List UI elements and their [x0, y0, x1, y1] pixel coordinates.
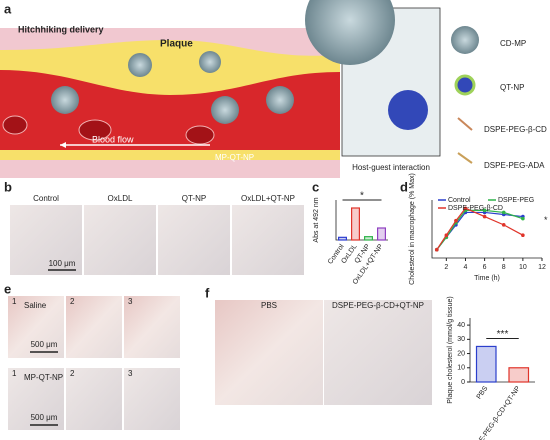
- panel-letter: b: [4, 179, 12, 194]
- image-number: 1: [12, 297, 17, 306]
- caption: Host-guest interaction: [352, 163, 430, 172]
- point: [454, 218, 458, 223]
- point: [501, 223, 506, 227]
- label: Plaque: [160, 39, 193, 50]
- scale-bar-label: 500 μm: [31, 413, 58, 422]
- legend-icons: [451, 26, 479, 164]
- y-axis-label: Abs at 492 nm: [313, 197, 320, 242]
- y-axis-label: Plaque cholesterol (mmol/g tissue): [447, 296, 454, 403]
- legend-label: DSPE-PEG-ADA: [484, 161, 545, 170]
- legend-label: CD-MP: [500, 39, 526, 48]
- legend-label: DSPE-PEG-β-CD: [484, 125, 547, 134]
- point: [521, 233, 525, 238]
- image-number: 2: [70, 369, 75, 378]
- x-tick-label: 6: [483, 264, 487, 271]
- y-tick-label: 40: [457, 322, 465, 329]
- panel-letter: c: [312, 179, 319, 194]
- point: [501, 210, 506, 215]
- panel-letter: e: [4, 281, 11, 296]
- image-number: 1: [12, 369, 17, 378]
- panel-letter: a: [4, 1, 12, 16]
- x-tick-label: PBS: [476, 385, 490, 401]
- y-tick-label: 0: [461, 379, 465, 386]
- panel-title: Hitchhiking delivery: [18, 24, 104, 34]
- x-tick-label: 4: [464, 264, 468, 271]
- histology-grid: [8, 296, 180, 430]
- legend-label: Control: [448, 197, 471, 204]
- y-tick-label: 20: [457, 350, 465, 357]
- legend-label: QT-NP: [500, 83, 524, 92]
- x-tick-label: 2: [444, 264, 448, 271]
- column-label: OxLDL+QT-NP: [241, 194, 295, 203]
- bar: [475, 345, 497, 383]
- point: [521, 216, 525, 221]
- y-axis-label: Cholesterol in macrophage (% Max): [409, 173, 416, 285]
- annotation: *: [360, 191, 364, 202]
- x-tick-label: 12: [538, 264, 546, 271]
- image-number: 2: [70, 297, 75, 306]
- panel-letter: d: [400, 179, 408, 194]
- column-label: DSPE-PEG-β-CD+QT-NP: [332, 301, 424, 310]
- histology-pair: [215, 300, 432, 405]
- point: [463, 206, 468, 211]
- y-tick-label: 10: [457, 365, 465, 372]
- point: [482, 214, 487, 219]
- point: [482, 208, 487, 213]
- row-label: MP-QT-NP: [24, 373, 63, 382]
- column-label: Control: [33, 194, 59, 203]
- column-label: QT-NP: [182, 194, 206, 203]
- micrograph-row: [10, 205, 304, 275]
- point: [434, 247, 439, 252]
- x-axis-label: Time (h): [474, 275, 500, 282]
- column-label: PBS: [261, 301, 277, 310]
- panel-letter: f: [205, 285, 210, 300]
- label: Blood flow: [92, 134, 134, 144]
- annotation: ***: [497, 329, 509, 340]
- bar: [377, 227, 387, 241]
- bar: [351, 207, 361, 241]
- y-tick-label: 30: [457, 336, 465, 343]
- image-number: 3: [128, 297, 133, 306]
- row-label: Saline: [24, 301, 47, 310]
- legend-label: DSPE-PEG-β-CD: [448, 205, 503, 212]
- vessel-schematic: [0, 0, 441, 178]
- bar: [364, 236, 374, 241]
- annotation: *: [544, 215, 548, 225]
- x-tick-label: 8: [502, 264, 506, 271]
- scale-bar-label: 100 μm: [49, 259, 76, 268]
- axis: [431, 200, 542, 259]
- point: [444, 233, 449, 238]
- legend-label: DSPE-PEG: [498, 197, 534, 204]
- column-label: OxLDL: [108, 194, 133, 203]
- scale-bar-label: 500 μm: [31, 340, 58, 349]
- bar: [338, 236, 348, 241]
- x-tick-label: 10: [519, 264, 527, 271]
- bar: [508, 367, 530, 383]
- label: MP-QT-NP: [215, 153, 254, 162]
- image-number: 3: [128, 369, 133, 378]
